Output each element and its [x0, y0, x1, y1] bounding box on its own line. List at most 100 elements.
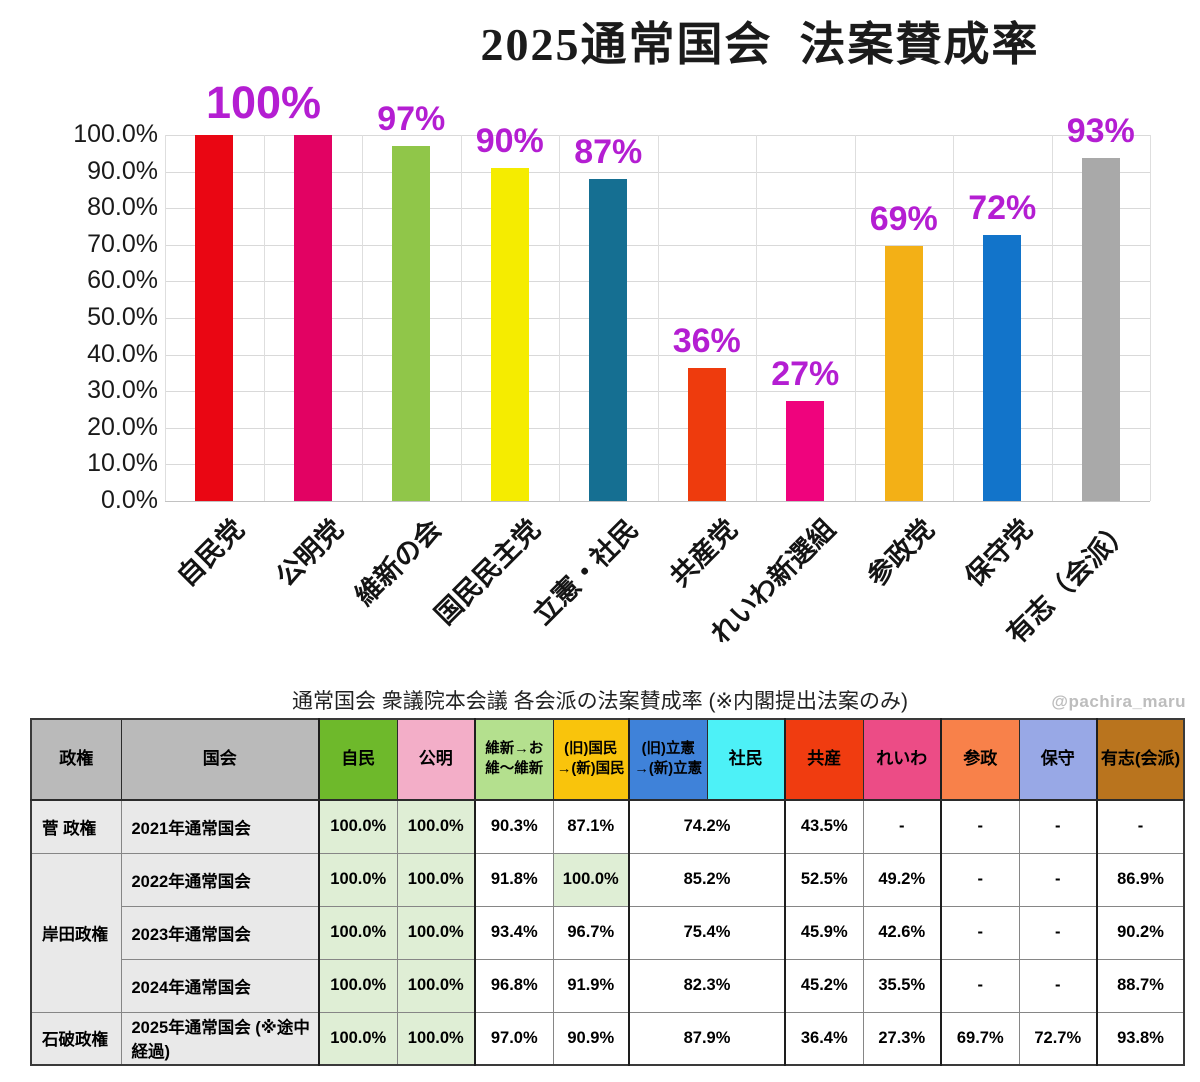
- value-cell: 100.0%: [318, 852, 398, 907]
- y-axis-tick: 100.0%: [73, 120, 158, 148]
- column-header: 国会: [120, 718, 320, 801]
- bar: [589, 179, 628, 501]
- gridline-vertical: [165, 135, 166, 501]
- bar-value-label: 100%: [205, 77, 322, 128]
- value-cell: 93.8%: [1096, 1011, 1185, 1066]
- value-cell: 86.9%: [1096, 852, 1185, 907]
- value-cell: 100.0%: [396, 852, 476, 907]
- bar: [1081, 157, 1120, 501]
- gov-cell: 岸田政権: [30, 852, 122, 1013]
- gridline-vertical: [756, 135, 757, 501]
- table-caption-text: 通常国会 衆議院本会議 各会派の法案賛成率 (※内閣提出法案のみ): [291, 690, 909, 713]
- approval-table: 政権 国会 自民 公明 維新→お 維〜維新 (旧)国民 →(新)国民 (旧)立憲 →(新)立…: [30, 718, 1185, 1066]
- gridline-vertical: [263, 135, 265, 501]
- y-axis-tick: 50.0%: [87, 303, 158, 331]
- value-cell: 69.7%: [940, 1011, 1020, 1066]
- bar: [195, 135, 234, 501]
- y-axis-tick: 20.0%: [87, 412, 158, 441]
- bar-value-label: 72%: [968, 188, 1037, 227]
- bar-value-label: 87%: [574, 133, 643, 172]
- value-cell: 75.4%: [628, 905, 786, 960]
- x-axis-label: れいわ新選組: [705, 513, 842, 650]
- header-row: 政権 国会 自民 公明 維新→お 維〜維新 (旧)国民 →(新)国民 (旧)立憲 →(新)立…: [30, 718, 1185, 801]
- value-cell: 100.0%: [396, 799, 476, 854]
- column-header: 自民: [318, 718, 398, 801]
- y-axis-tick: 60.0%: [87, 266, 158, 295]
- value-cell: 45.9%: [784, 905, 864, 960]
- y-axis-tick: 10.0%: [87, 449, 158, 478]
- value-cell: -: [1018, 958, 1098, 1013]
- column-header: れいわ: [862, 718, 942, 801]
- bar: [786, 401, 825, 501]
- value-cell: -: [1096, 799, 1185, 854]
- value-cell: 90.3%: [474, 799, 554, 854]
- column-header: (旧)国民 →(新)国民: [552, 718, 630, 801]
- value-cell: -: [862, 799, 942, 854]
- table-row: 2023年通常国会 100.0% 100.0% 93.4% 96.7% 75.4% 45.9…: [31, 905, 1185, 960]
- bar-value-label: 69%: [869, 199, 938, 238]
- table-row: 石破政権 2025年通常国会 (※途中経過) 100.0% 100.0% 97.0% 90…: [30, 1011, 1185, 1066]
- diet-cell: 2024年通常国会: [120, 958, 320, 1013]
- table-row: 岸田政権 2022年通常国会 100.0% 100.0% 91.8% 100.0% 85.2…: [30, 852, 1185, 1013]
- value-cell: 100.0%: [318, 905, 398, 960]
- chart-title: 2025通常国会 法案賛成率: [480, 19, 1040, 70]
- value-cell: 100.0%: [318, 958, 398, 1013]
- column-header: 公明: [396, 718, 476, 801]
- x-axis-label: 公明党: [270, 513, 349, 593]
- value-cell: 74.2%: [628, 799, 786, 854]
- summary-section: 通常国会 衆議院本会議 各会派の法案賛成率 (※内閣提出法案のみ) @pachi…: [0, 686, 1200, 1066]
- watermark: @pachira_maru: [1051, 692, 1186, 711]
- value-cell: -: [940, 905, 1020, 960]
- y-axis-tick: 80.0%: [87, 193, 158, 222]
- x-axis-label: 維新の会: [349, 513, 448, 612]
- value-cell: 93.4%: [474, 905, 554, 960]
- gridline-vertical: [460, 135, 462, 501]
- value-cell: 35.5%: [862, 958, 942, 1013]
- value-cell: 49.2%: [862, 852, 942, 907]
- bar-value-label: 97%: [377, 99, 446, 138]
- value-cell: 96.8%: [474, 958, 554, 1013]
- value-cell: -: [1018, 852, 1098, 907]
- gridline-vertical: [953, 135, 954, 501]
- x-axis-label: 保守党: [959, 513, 1039, 593]
- value-cell: 96.7%: [552, 905, 630, 960]
- y-axis-tick: 40.0%: [87, 339, 158, 368]
- y-axis-tick: 0.0%: [101, 486, 158, 514]
- bar-chart: 2025通常国会 法案賛成率 100.0% 90.0% 80.0% 70.0% 60.0…: [73, 19, 1151, 650]
- x-axis-label: 共産党: [664, 513, 743, 593]
- y-axis-tick: 70.0%: [87, 229, 158, 258]
- x-axis-label: 国民民主党: [428, 513, 546, 631]
- column-header: 参政: [940, 718, 1020, 801]
- column-header: 保守: [1018, 718, 1098, 801]
- column-header: 維新→お 維〜維新: [474, 718, 554, 801]
- column-header: 政権: [30, 718, 122, 801]
- gridline-vertical: [1150, 135, 1151, 501]
- bar: [983, 234, 1022, 501]
- value-cell: 52.5%: [784, 852, 864, 907]
- bar: [687, 367, 726, 501]
- gridline-horizontal: [165, 501, 1150, 502]
- value-cell: 82.3%: [628, 958, 786, 1013]
- value-cell: -: [1018, 905, 1098, 960]
- value-cell: 90.9%: [552, 1011, 630, 1066]
- value-cell: 87.1%: [552, 799, 630, 854]
- gridline-vertical: [362, 135, 363, 501]
- value-cell: -: [1018, 799, 1098, 854]
- value-cell: 88.7%: [1096, 958, 1185, 1013]
- value-cell: -: [940, 799, 1020, 854]
- table-row: 2024年通常国会 100.0% 100.0% 96.8% 91.9% 82.3% 45.2…: [31, 958, 1185, 1013]
- value-cell: 97.0%: [474, 1011, 554, 1066]
- value-cell: 100.0%: [396, 958, 476, 1013]
- y-axis-tick: 30.0%: [87, 376, 158, 405]
- x-axis-label: 立憲・社民: [527, 513, 645, 631]
- value-cell: 45.2%: [784, 958, 864, 1013]
- diet-cell: 2025年通常国会 (※途中経過): [120, 1011, 320, 1066]
- table-row: 菅 政権 2021年通常国会 100.0% 100.0% 90.3% 87.1% 74.2%…: [30, 799, 1185, 854]
- value-cell: 72.7%: [1018, 1011, 1098, 1066]
- gridline-vertical: [657, 135, 659, 501]
- value-cell: 85.2%: [628, 852, 786, 907]
- value-cell: 100.0%: [318, 799, 398, 854]
- x-axis-label: 参政党: [861, 513, 940, 593]
- value-cell: 27.3%: [862, 1011, 942, 1066]
- y-axis-tick: 90.0%: [87, 156, 158, 185]
